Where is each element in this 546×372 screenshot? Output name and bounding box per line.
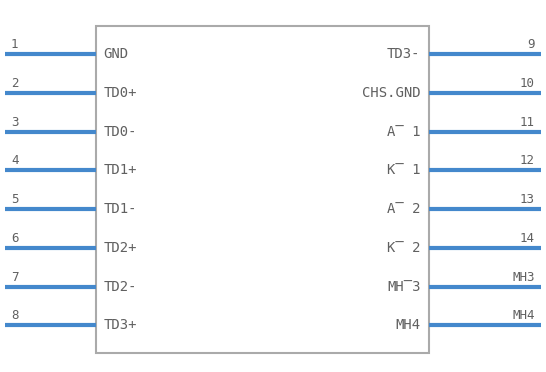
Text: TD0-: TD0- bbox=[104, 125, 137, 139]
Text: 13: 13 bbox=[520, 193, 535, 206]
Text: 8: 8 bbox=[11, 310, 19, 323]
Text: 1: 1 bbox=[11, 38, 19, 51]
Text: A̅ 1: A̅ 1 bbox=[387, 125, 420, 139]
Text: 11: 11 bbox=[520, 116, 535, 129]
Text: 10: 10 bbox=[520, 77, 535, 90]
Text: 7: 7 bbox=[11, 271, 19, 283]
Text: TD2+: TD2+ bbox=[104, 241, 137, 255]
Text: MH3: MH3 bbox=[513, 271, 535, 283]
Text: MH4: MH4 bbox=[395, 318, 420, 333]
Text: 14: 14 bbox=[520, 232, 535, 245]
Text: MH4: MH4 bbox=[513, 310, 535, 323]
Text: CHS.GND: CHS.GND bbox=[362, 86, 420, 100]
Text: TD3-: TD3- bbox=[387, 47, 420, 61]
Text: TD2-: TD2- bbox=[104, 280, 137, 294]
Text: TD3+: TD3+ bbox=[104, 318, 137, 333]
Text: GND: GND bbox=[104, 47, 129, 61]
Text: 5: 5 bbox=[11, 193, 19, 206]
Text: 4: 4 bbox=[11, 154, 19, 167]
Text: MH̅3: MH̅3 bbox=[387, 280, 420, 294]
Text: 9: 9 bbox=[527, 38, 535, 51]
Text: A̅ 2: A̅ 2 bbox=[387, 202, 420, 216]
Text: 12: 12 bbox=[520, 154, 535, 167]
Text: TD1+: TD1+ bbox=[104, 163, 137, 177]
Text: TD1-: TD1- bbox=[104, 202, 137, 216]
Text: 3: 3 bbox=[11, 116, 19, 129]
Text: TD0+: TD0+ bbox=[104, 86, 137, 100]
Text: K̅ 1: K̅ 1 bbox=[387, 163, 420, 177]
Bar bbox=[96, 26, 429, 353]
Text: 6: 6 bbox=[11, 232, 19, 245]
Text: K̅ 2: K̅ 2 bbox=[387, 241, 420, 255]
Text: 2: 2 bbox=[11, 77, 19, 90]
